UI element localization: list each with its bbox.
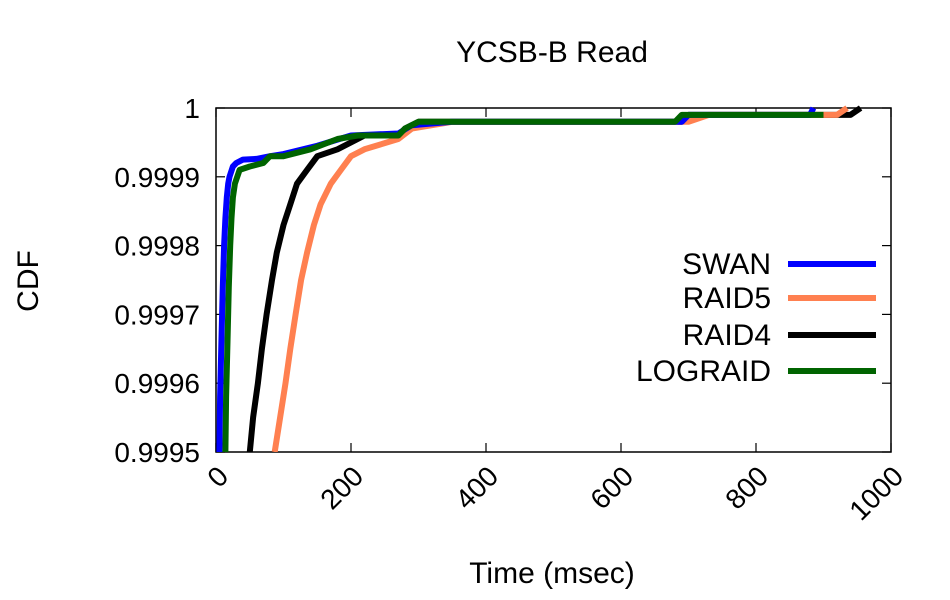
y-axis-title: CDF bbox=[12, 250, 45, 312]
y-axis: 0.9995 0.9996 0.9997 0.9998 0.9999 1 bbox=[114, 93, 891, 468]
y-tick-label: 0.9995 bbox=[114, 437, 200, 468]
plot-frame bbox=[215, 107, 892, 453]
plot-area bbox=[215, 107, 892, 453]
legend-label-raid5: RAID5 bbox=[683, 282, 771, 315]
x-tick-label: 400 bbox=[449, 460, 504, 515]
x-tick-label: 600 bbox=[584, 460, 639, 515]
series-lines bbox=[216, 105, 863, 452]
x-axis-title: Time (msec) bbox=[469, 557, 635, 590]
x-tick-label: 800 bbox=[719, 460, 774, 515]
y-tick-label: 0.9996 bbox=[114, 368, 200, 399]
chart-title: YCSB-B Read bbox=[456, 36, 648, 69]
y-tick-label: 0.9997 bbox=[114, 299, 200, 330]
x-tick-label: 200 bbox=[314, 460, 369, 515]
series-line-lograid bbox=[222, 111, 824, 452]
x-tick-label: 1000 bbox=[843, 460, 909, 526]
legend-label-raid4: RAID4 bbox=[683, 319, 771, 352]
y-tick-label: 0.9998 bbox=[114, 231, 200, 262]
legend-label-swan: SWAN bbox=[682, 248, 771, 281]
legend-label-lograid: LOGRAID bbox=[636, 355, 771, 388]
x-tick-label: 0 bbox=[201, 460, 234, 493]
y-tick-label: 0.9999 bbox=[114, 162, 200, 193]
y-tick-label: 1 bbox=[184, 93, 200, 124]
